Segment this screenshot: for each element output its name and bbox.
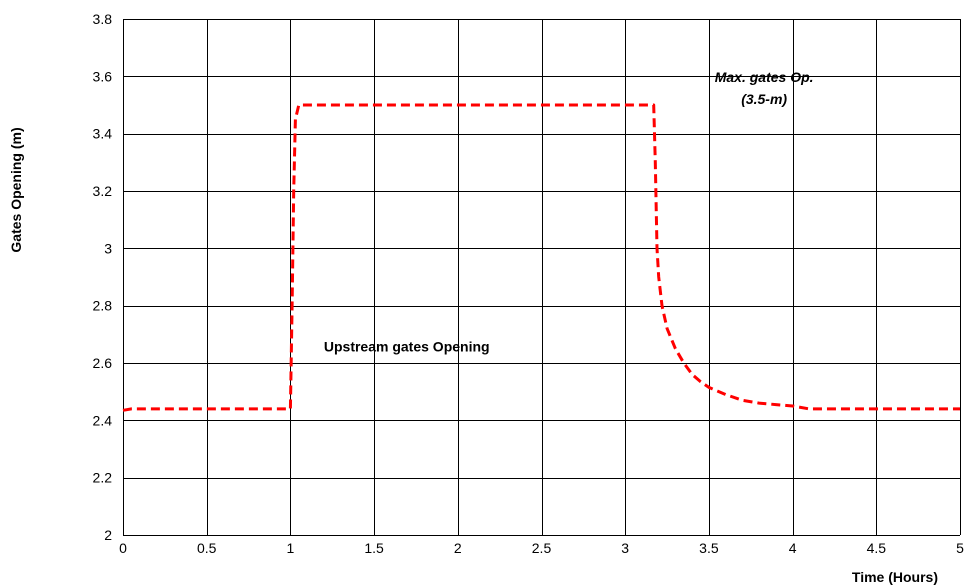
x-tick-label: 0.5 [197, 540, 217, 556]
y-tick-label: 2 [104, 527, 112, 543]
y-tick-label: 2.6 [93, 355, 113, 371]
y-tick-label: 3.8 [93, 11, 113, 27]
y-tick-label: 2.4 [93, 412, 113, 428]
annotation-line: Max. gates Op. [715, 69, 814, 85]
y-tick-label: 3 [104, 240, 112, 256]
x-tick-label: 3 [621, 540, 629, 556]
tick-labels: 0 0.5 1 1.5 2 2.5 3 3.5 4 4.5 5 2 2.2 2.4 2.6 2.8 3 3.2 3.… [93, 11, 964, 556]
annotation-line: Upstream gates Opening [324, 339, 490, 355]
x-tick-label: 1.5 [364, 540, 384, 556]
x-tick-label: 4 [789, 540, 797, 556]
annotation-line: (3.5-m) [741, 91, 787, 107]
y-tick-label: 3.2 [93, 183, 113, 199]
annotations: Upstream gates Opening Max. gates Op. (3.5… [324, 69, 814, 354]
chart-annotation: Max. gates Op. (3.5-m) [715, 69, 814, 107]
y-tick-label: 3.4 [93, 126, 113, 142]
y-tick-label: 3.6 [93, 68, 113, 84]
x-tick-label: 3.5 [699, 540, 719, 556]
x-tick-label: 0 [119, 540, 127, 556]
x-tick-label: 2.5 [532, 540, 552, 556]
y-tick-label: 2.8 [93, 298, 113, 314]
x-tick-label: 5 [956, 540, 964, 556]
chart-annotation: Upstream gates Opening [324, 339, 490, 355]
series-line [122, 103, 960, 412]
x-tick-label: 4.5 [867, 540, 887, 556]
y-tick-label: 2.2 [93, 470, 113, 486]
series-layer [122, 103, 960, 412]
y-axis-title: Gates Opening (m) [8, 127, 24, 252]
grid [123, 19, 961, 536]
x-tick-label: 2 [454, 540, 462, 556]
x-axis-title: Time (Hours) [852, 569, 938, 585]
x-tick-label: 1 [287, 540, 295, 556]
